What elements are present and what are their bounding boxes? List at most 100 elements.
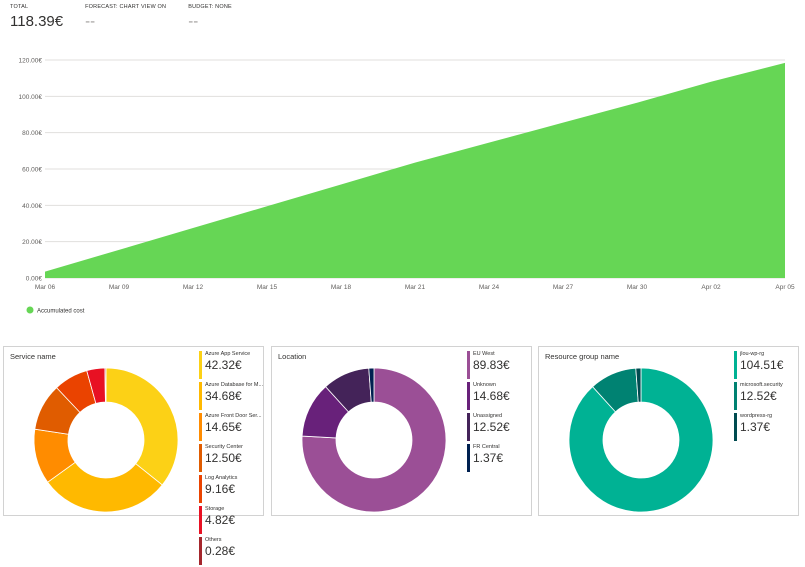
y-tick-label: 20.00€ bbox=[22, 239, 42, 246]
donut-slice bbox=[301, 367, 447, 513]
legend-value: 1.37€ bbox=[740, 420, 771, 434]
legend-swatch bbox=[734, 413, 737, 441]
legend-name: microsoft.security bbox=[740, 382, 783, 388]
legend-value: 34.68€ bbox=[205, 389, 242, 403]
donut-slice bbox=[635, 367, 642, 403]
location-panel[interactable]: Location EU West 89.83€ Unknown 14.68€ Unass… bbox=[271, 346, 532, 516]
summary-bar: TOTAL 118.39€ FORECAST: CHART VIEW ON --… bbox=[10, 4, 232, 31]
x-tick-label: Mar 21 bbox=[405, 284, 426, 291]
legend-name: Unknown bbox=[473, 382, 496, 388]
donut-slice bbox=[568, 367, 714, 513]
panel-title: Location bbox=[278, 352, 307, 361]
legend-name: Others bbox=[205, 537, 222, 543]
legend-swatch bbox=[199, 475, 202, 503]
y-tick-label: 100.00€ bbox=[19, 94, 43, 101]
legend-item[interactable]: Others 0.28€ bbox=[199, 536, 265, 567]
legend-name: wordpress-rg bbox=[740, 413, 773, 419]
service-name-donut[interactable] bbox=[4, 347, 194, 515]
resource-group-donut[interactable] bbox=[539, 347, 729, 515]
legend-item[interactable]: Unassigned 12.52€ bbox=[467, 412, 533, 443]
legend-name: Azure App Service bbox=[205, 351, 251, 357]
legend-item[interactable]: FR Central 1.37€ bbox=[467, 443, 533, 474]
service-name-panel[interactable]: Service name Azure App Service 42.32€ Azur… bbox=[3, 346, 264, 565]
location-donut[interactable] bbox=[272, 347, 462, 515]
legend-swatch bbox=[199, 537, 202, 565]
legend-swatch bbox=[199, 351, 202, 379]
total-kpi: TOTAL 118.39€ bbox=[10, 4, 63, 31]
donut-slice bbox=[368, 367, 375, 403]
legend-item[interactable]: jlou-wp-rg 104.51€ bbox=[734, 350, 800, 381]
x-tick-label: Mar 24 bbox=[479, 284, 500, 291]
legend-name: Log Analytics bbox=[205, 475, 238, 481]
panel-title: Resource group name bbox=[545, 352, 620, 361]
legend-item[interactable]: Security Center 12.50€ bbox=[199, 443, 265, 474]
y-tick-label: 60.00€ bbox=[22, 167, 42, 174]
forecast-label: FORECAST: CHART VIEW ON bbox=[85, 4, 167, 10]
legend-value: 12.52€ bbox=[473, 420, 510, 434]
y-tick-label: 80.00€ bbox=[22, 130, 42, 137]
x-tick-label: Mar 18 bbox=[331, 284, 352, 291]
legend-item[interactable]: Log Analytics 9.16€ bbox=[199, 474, 265, 505]
legend-name: Storage bbox=[205, 506, 225, 512]
legend-swatch bbox=[199, 413, 202, 441]
resource-group-legend: jlou-wp-rg 104.51€ microsoft.security 12.52… bbox=[734, 350, 800, 443]
legend-name: Azure Front Door Ser... bbox=[205, 413, 262, 419]
legend-item[interactable]: Azure App Service 42.32€ bbox=[199, 350, 265, 381]
location-legend: EU West 89.83€ Unknown 14.68€ Unassigned 12.5… bbox=[467, 350, 533, 474]
budget-kpi[interactable]: BUDGET: NONE -- bbox=[188, 4, 232, 31]
budget-value: -- bbox=[188, 13, 199, 30]
legend-swatch bbox=[734, 382, 737, 410]
accumulated-cost-area bbox=[45, 62, 785, 278]
legend-item[interactable]: EU West 89.83€ bbox=[467, 350, 533, 381]
x-tick-label: Mar 30 bbox=[627, 284, 648, 291]
legend-value: 4.82€ bbox=[205, 513, 236, 527]
legend-item[interactable]: microsoft.security 12.52€ bbox=[734, 381, 800, 412]
donut-slice bbox=[105, 367, 179, 486]
accumulated-cost-chart[interactable]: 0.00€ 20.00€ 40.00€ 60.00€ 80.00€ 100.00€ 120.… bbox=[0, 48, 805, 318]
legend-item[interactable]: Azure Database for M... 34.68€ bbox=[199, 381, 265, 412]
legend-value: 14.68€ bbox=[473, 389, 510, 403]
legend-value: 12.50€ bbox=[205, 451, 242, 465]
legend-value: 104.51€ bbox=[740, 358, 784, 372]
forecast-kpi[interactable]: FORECAST: CHART VIEW ON -- bbox=[85, 4, 166, 31]
legend-swatch bbox=[467, 413, 470, 441]
legend-value: 0.28€ bbox=[205, 544, 236, 558]
legend-swatch bbox=[26, 306, 34, 314]
legend-item[interactable]: Azure Front Door Ser... 14.65€ bbox=[199, 412, 265, 443]
total-value: 118.39€ bbox=[10, 13, 64, 30]
legend-item[interactable]: wordpress-rg 1.37€ bbox=[734, 412, 800, 443]
legend-label: Accumulated cost bbox=[37, 309, 85, 315]
legend-swatch bbox=[199, 444, 202, 472]
legend-swatch bbox=[734, 351, 737, 379]
donut-slice bbox=[47, 461, 163, 513]
legend-swatch bbox=[467, 382, 470, 410]
legend-item[interactable]: Unknown 14.68€ bbox=[467, 381, 533, 412]
resource-group-panel[interactable]: Resource group name jlou-wp-rg 104.51€ mic… bbox=[538, 346, 799, 516]
donut-slice bbox=[104, 367, 107, 403]
legend-value: 9.16€ bbox=[205, 482, 236, 496]
legend-name: FR Central bbox=[473, 444, 500, 450]
x-tick-label: Mar 12 bbox=[183, 284, 204, 291]
budget-label: BUDGET: NONE bbox=[188, 4, 232, 10]
legend-name: jlou-wp-rg bbox=[740, 351, 765, 357]
y-tick-label: 0.00€ bbox=[26, 276, 43, 283]
panel-title: Service name bbox=[10, 352, 56, 361]
legend-name: Security Center bbox=[205, 444, 243, 450]
x-tick-label: Mar 27 bbox=[553, 284, 574, 291]
y-tick-label: 120.00€ bbox=[19, 58, 43, 65]
legend-value: 42.32€ bbox=[205, 358, 242, 372]
x-tick-label: Apr 05 bbox=[775, 284, 795, 291]
x-tick-label: Apr 02 bbox=[701, 284, 721, 291]
legend-name: EU West bbox=[473, 351, 495, 357]
legend-swatch bbox=[199, 382, 202, 410]
legend-value: 89.83€ bbox=[473, 358, 510, 372]
legend-swatch bbox=[467, 444, 470, 472]
total-label: TOTAL bbox=[10, 4, 29, 10]
x-tick-label: Mar 15 bbox=[257, 284, 278, 291]
x-tick-label: Mar 09 bbox=[109, 284, 130, 291]
forecast-value: -- bbox=[85, 13, 96, 30]
y-tick-label: 40.00€ bbox=[22, 203, 42, 210]
service-name-legend: Azure App Service 42.32€ Azure Database fo… bbox=[199, 350, 265, 567]
legend-swatch bbox=[199, 506, 202, 534]
legend-value: 14.65€ bbox=[205, 420, 242, 434]
